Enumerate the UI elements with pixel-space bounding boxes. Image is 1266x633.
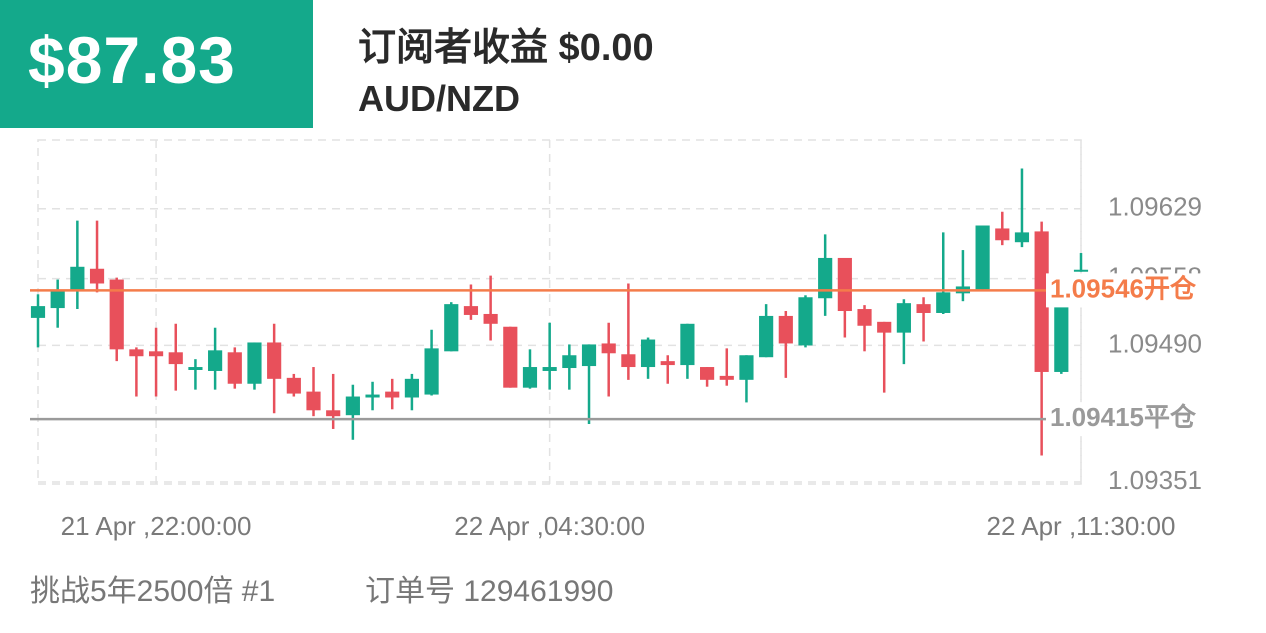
candle-body — [916, 304, 931, 313]
candle-body — [188, 367, 203, 370]
candle-body — [640, 339, 656, 368]
balance: $87.83 — [28, 23, 236, 97]
candle-body — [50, 290, 65, 309]
candle-body — [208, 350, 223, 371]
candle-body — [148, 351, 164, 357]
candle-body — [89, 268, 105, 284]
candle-body — [1034, 231, 1049, 372]
challenge: 挑战5年2500倍 #1 — [30, 575, 276, 608]
candle-body — [404, 378, 419, 398]
candle-body — [1054, 304, 1069, 372]
candle-body — [857, 309, 872, 326]
y-tick-label: 1.09490 — [1108, 328, 1202, 358]
candle-body — [522, 367, 538, 388]
candle-body — [759, 315, 774, 358]
x-tick-label: 22 Apr ,04:30:00 — [454, 511, 645, 541]
candle-body — [719, 375, 734, 380]
candle-body — [483, 313, 498, 324]
candle-body — [798, 297, 813, 346]
candle-body — [739, 355, 754, 380]
candle-body — [621, 354, 636, 368]
candle-body — [975, 225, 990, 290]
candle-body — [542, 367, 557, 371]
candle-body — [424, 348, 439, 395]
candle-body — [365, 394, 380, 398]
balance-box: $87.83 — [0, 0, 313, 128]
plot-frame — [37, 139, 1082, 485]
candle-body — [995, 228, 1010, 241]
candle-body — [70, 266, 85, 291]
candle-body — [778, 315, 793, 344]
order-number: 订单号 129461990 — [365, 575, 614, 608]
candle-body — [227, 352, 242, 384]
symbol: AUD/NZD — [358, 78, 520, 119]
y-tick-label: 1.09629 — [1108, 192, 1202, 222]
candle-body — [562, 355, 577, 369]
candle-body — [581, 344, 597, 367]
candle-body — [936, 292, 951, 313]
candle-body — [326, 410, 341, 417]
candle-body — [385, 391, 400, 398]
candle-body — [680, 323, 695, 366]
candle-body — [247, 342, 262, 384]
candle-body — [306, 391, 321, 411]
candle-body — [129, 349, 144, 357]
candle-body — [837, 257, 852, 312]
candle-body — [896, 303, 911, 333]
reference-label: 1.09546开仓 — [1050, 273, 1197, 303]
candle-body — [1014, 232, 1030, 243]
x-tick-label: 21 Apr ,22:00:00 — [61, 511, 252, 541]
candle-body — [30, 306, 46, 318]
candle-body — [168, 352, 183, 365]
candle-body — [818, 257, 833, 299]
candle-body — [700, 367, 715, 380]
candle-body — [503, 326, 518, 388]
y-tick-label: 1.09351 — [1108, 465, 1202, 495]
reference-label-bg — [1046, 273, 1226, 308]
candle-body — [444, 304, 459, 352]
reference-label-bg — [1046, 402, 1226, 437]
candle-body — [345, 396, 360, 416]
candle-body — [601, 343, 616, 354]
x-tick-label: 22 Apr ,11:30:00 — [987, 511, 1176, 541]
candle-body — [877, 321, 892, 333]
candle-body — [109, 279, 124, 350]
candle-body — [267, 342, 282, 379]
candle-body — [1073, 269, 1089, 272]
title: 订阅者收益 $0.00 — [358, 27, 654, 69]
candle-body — [660, 361, 675, 366]
reference-label: 1.09415平仓 — [1050, 402, 1197, 432]
candle-body — [463, 306, 479, 315]
candle-body — [286, 377, 301, 394]
